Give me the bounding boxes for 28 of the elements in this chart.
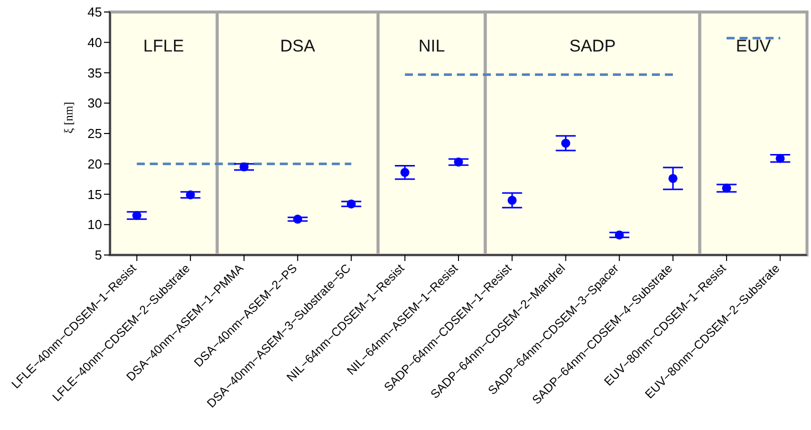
point — [186, 190, 195, 200]
band-label: SADP — [569, 36, 616, 56]
y-tick-label: 5 — [94, 248, 102, 263]
y-axis-title: ξ [nm] — [61, 102, 76, 134]
point — [454, 158, 464, 167]
point — [614, 230, 624, 240]
y-tick-label: 45 — [88, 4, 102, 20]
point — [561, 138, 570, 148]
y-tick-label: 35 — [88, 65, 102, 80]
point — [240, 162, 249, 172]
band-label: LFLE — [143, 36, 184, 56]
y-tick-label: 15 — [88, 186, 102, 202]
y-tick-label: 10 — [88, 217, 102, 232]
point — [668, 174, 678, 183]
y-tick-label: 30 — [88, 96, 102, 111]
point — [400, 168, 410, 177]
y-tick-label: 20 — [88, 156, 102, 172]
point — [508, 196, 517, 205]
point — [293, 214, 302, 224]
point — [722, 184, 732, 193]
y-tick-label: 25 — [88, 126, 102, 142]
band-label: EUV — [736, 36, 772, 56]
band-label: DSA — [280, 36, 316, 56]
point — [776, 154, 785, 163]
band-label: NIL — [418, 36, 445, 56]
point — [132, 211, 142, 220]
point — [346, 199, 356, 208]
y-tick-label: 40 — [88, 34, 102, 50]
